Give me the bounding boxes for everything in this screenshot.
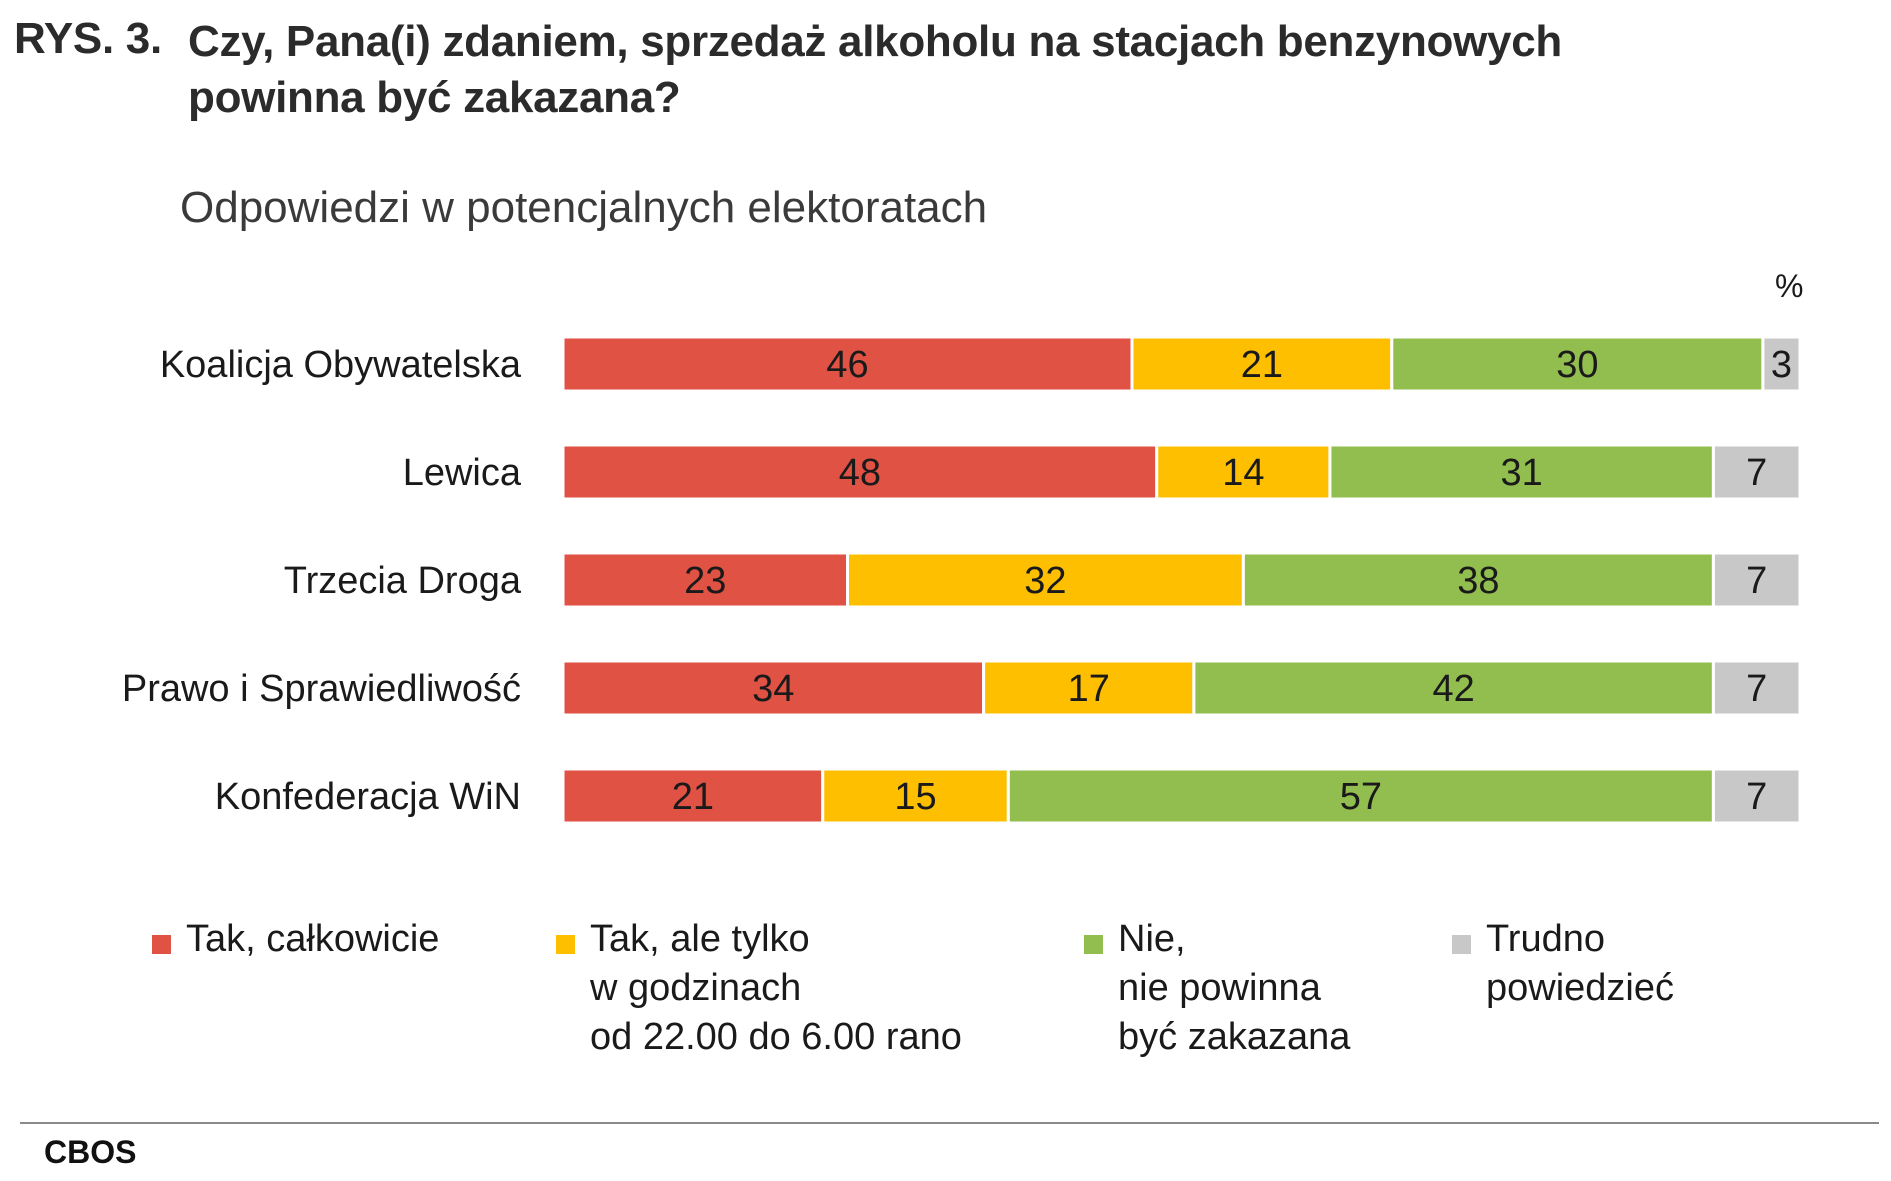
figure-label: RYS. 3. <box>14 14 162 63</box>
category-label: Lewica <box>403 452 522 494</box>
data-label: 15 <box>894 776 936 818</box>
data-label: 42 <box>1432 668 1474 710</box>
data-label: 32 <box>1024 560 1066 602</box>
footer-divider <box>20 1122 1879 1124</box>
legend-swatch-green <box>1084 935 1103 954</box>
legend-label: Tak, całkowicie <box>186 918 440 960</box>
bar-segment-tak-ca-kowicie <box>561 659 986 717</box>
data-label: 31 <box>1501 452 1543 494</box>
bar-segment-trudno <box>1711 767 1802 825</box>
bar-segment-tak-ca-kowicie <box>561 443 1159 501</box>
bar-segment-trudno <box>1711 551 1802 609</box>
category-label: Koalicja Obywatelska <box>160 344 522 386</box>
bar-segment-tak-ale-tylko <box>846 551 1245 609</box>
bar-segment-tak-ale-tylko <box>982 659 1196 717</box>
bar-segment-trudno <box>1761 335 1802 393</box>
data-label: 7 <box>1746 452 1767 494</box>
category-label: Trzecia Droga <box>284 560 522 602</box>
bar-segment-trudno <box>1711 443 1802 501</box>
legend-label: Nie, nie powinna być zakazana <box>1118 918 1351 1058</box>
source-label: CBOS <box>44 1134 137 1170</box>
data-label: 57 <box>1340 776 1382 818</box>
bar-segment-tak-ale-tylko <box>1155 443 1332 501</box>
bar-segment-tak-ale-tylko <box>821 767 1010 825</box>
legend-swatch-yellow <box>556 935 575 954</box>
data-label: 48 <box>839 452 881 494</box>
legend-swatch-gray <box>1452 935 1471 954</box>
data-label: 14 <box>1222 452 1264 494</box>
bar-segment-tak-ca-kowicie <box>561 767 825 825</box>
data-label: 7 <box>1746 560 1767 602</box>
data-label: 21 <box>672 776 714 818</box>
data-label: 3 <box>1771 344 1792 386</box>
bar-segment-nie <box>1328 443 1715 501</box>
bar-segment-nie <box>1390 335 1765 393</box>
data-label: 17 <box>1068 668 1110 710</box>
bar-segment-nie <box>1006 767 1715 825</box>
chart-subtitle: Odpowiedzi w potencjalnych elektoratach <box>180 183 988 232</box>
legend-label: Trudno powiedzieć <box>1486 918 1674 1009</box>
category-label: Konfederacja WiN <box>215 776 521 818</box>
data-label: 34 <box>752 668 794 710</box>
legend-swatch-red <box>152 935 171 954</box>
legend-label: Tak, ale tylko w godzinach od 22.00 do 6… <box>590 918 962 1058</box>
data-label: 23 <box>684 560 726 602</box>
data-label: 30 <box>1556 344 1598 386</box>
chart-title: Czy, Pana(i) zdaniem, sprzedaż alkoholu … <box>188 17 1562 122</box>
unit-label: % <box>1775 268 1804 304</box>
data-label: 7 <box>1746 776 1767 818</box>
bar-segment-trudno <box>1711 659 1802 717</box>
data-label: 21 <box>1241 344 1283 386</box>
category-label: Prawo i Sprawiedliwość <box>122 668 521 710</box>
data-label: 38 <box>1457 560 1499 602</box>
data-label: 7 <box>1746 668 1767 710</box>
data-label: 46 <box>826 344 868 386</box>
